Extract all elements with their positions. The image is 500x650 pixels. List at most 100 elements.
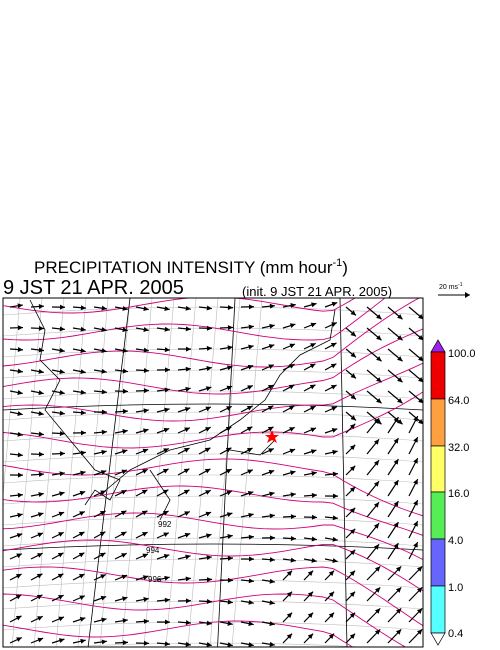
wind-vector-head (397, 419, 403, 425)
title-text: PRECIPITATION INTENSITY (mm hour (34, 258, 333, 277)
wind-vector-head (267, 405, 274, 411)
colorbar: 100.0 64.0 32.0 16.0 4.0 1.0 0.4 (430, 339, 476, 646)
wind-vector-head (310, 427, 316, 433)
colorbar-label: 100.0 (448, 348, 476, 360)
wind-vector-head (373, 481, 380, 487)
wind-vector-head (142, 532, 148, 537)
wind-vector-head (120, 531, 127, 537)
grid-line (3, 432, 423, 442)
wind-vector-head (122, 388, 128, 394)
wind-vector-head (331, 322, 337, 327)
wind-vector-head (328, 612, 335, 619)
wind-vector-head (205, 386, 212, 392)
wind-vector-head (15, 574, 22, 579)
wind-vector-head (350, 352, 356, 358)
parallel (3, 543, 423, 551)
wind-vector-head (37, 616, 43, 621)
wind-vector-head (80, 326, 86, 332)
wind-vector-head (376, 398, 382, 404)
wind-vector-head (349, 486, 356, 493)
wind-vector-head (100, 574, 106, 579)
wind-vector-head (310, 322, 317, 328)
colorbar-label: 64.0 (448, 395, 469, 407)
wind-vector-head (59, 491, 65, 497)
wind-vector-head (248, 344, 254, 350)
wind-vector-head (38, 471, 44, 477)
wind-vector-head (99, 552, 106, 558)
wind-vector-head (80, 638, 86, 644)
wind-vector-head (122, 327, 128, 333)
wind-vector-head (248, 534, 254, 540)
parallel (3, 403, 423, 411)
isobar (3, 620, 354, 647)
wind-vector-head (413, 458, 418, 464)
wind-vector-head (269, 535, 275, 541)
wind-vector-head (17, 452, 23, 458)
wind-vector-head (413, 479, 418, 485)
wind-vector-head (80, 470, 86, 476)
wind-vector-head (205, 406, 211, 412)
wind-vector-head (38, 451, 44, 457)
wind-vector-head (374, 629, 381, 635)
wind-vector-head (184, 407, 191, 412)
wind-vector-head (59, 430, 65, 436)
wind-vector-head (269, 557, 275, 563)
wind-vector-head (397, 398, 403, 404)
wind-vector-head (331, 406, 337, 412)
wind-vector-head (143, 327, 149, 332)
wind-vector-head (164, 347, 170, 353)
wind-vector-head (80, 348, 86, 354)
wind-vector-head (227, 620, 233, 626)
wind-vector-head (413, 542, 418, 548)
wind-vector-head (79, 490, 86, 496)
wind-vector-head (286, 612, 293, 619)
grid-line (99, 298, 131, 647)
wind-vector-head (395, 608, 402, 614)
wind-vector-head (141, 510, 148, 516)
wind-vector-head (206, 345, 212, 351)
wind-vector-head (247, 364, 254, 370)
wind-vector-head (206, 305, 212, 311)
wind-vector-head (331, 301, 338, 307)
wind-vector-head (101, 348, 107, 354)
wind-vector-head (349, 570, 356, 577)
wind-vector-head (268, 469, 275, 475)
colorbar-label: 4.0 (448, 535, 463, 547)
wind-vector-head (163, 532, 169, 538)
wind-vector-head (120, 510, 127, 516)
wind-vector-head (332, 471, 338, 477)
wind-vector-head (330, 342, 337, 348)
colorbar-segment (430, 445, 446, 493)
title-end: ) (342, 258, 348, 277)
wind-vector-head (269, 323, 275, 329)
wind-vector-head (248, 512, 254, 518)
wind-vector-head (17, 411, 23, 417)
wind-vector-head (393, 501, 399, 507)
wind-vector-head (311, 557, 317, 563)
colorbar-labels: 100.0 64.0 32.0 16.0 4.0 1.0 0.4 (448, 348, 476, 640)
wind-vector-head (286, 570, 293, 577)
wind-vector-head (163, 554, 170, 559)
wind-vector-head (204, 468, 211, 474)
wind-vector-head (122, 368, 128, 374)
wind-vector-head (413, 437, 418, 443)
wind-vector-head (101, 368, 107, 374)
wind-vector-head (183, 468, 190, 474)
wind-vector-head (311, 514, 317, 520)
wind-vector-head (269, 303, 275, 309)
wind-vector-head (101, 617, 107, 623)
wind-vector-head (38, 368, 44, 374)
wind-vector-head (418, 356, 423, 362)
wind-vector-head (162, 511, 169, 516)
isobar (3, 298, 420, 368)
wind-vector-head (80, 369, 86, 374)
wind-vector-head (269, 578, 275, 584)
wind-vector-head (122, 618, 128, 624)
wind-vector-head (290, 492, 296, 498)
wind-vector-head (163, 448, 169, 453)
wind-vector-head (413, 416, 418, 422)
grid-line (3, 306, 423, 316)
wind-vector-head (16, 637, 22, 642)
wind-vector-head (349, 591, 356, 598)
wind-vector-head (121, 449, 128, 455)
